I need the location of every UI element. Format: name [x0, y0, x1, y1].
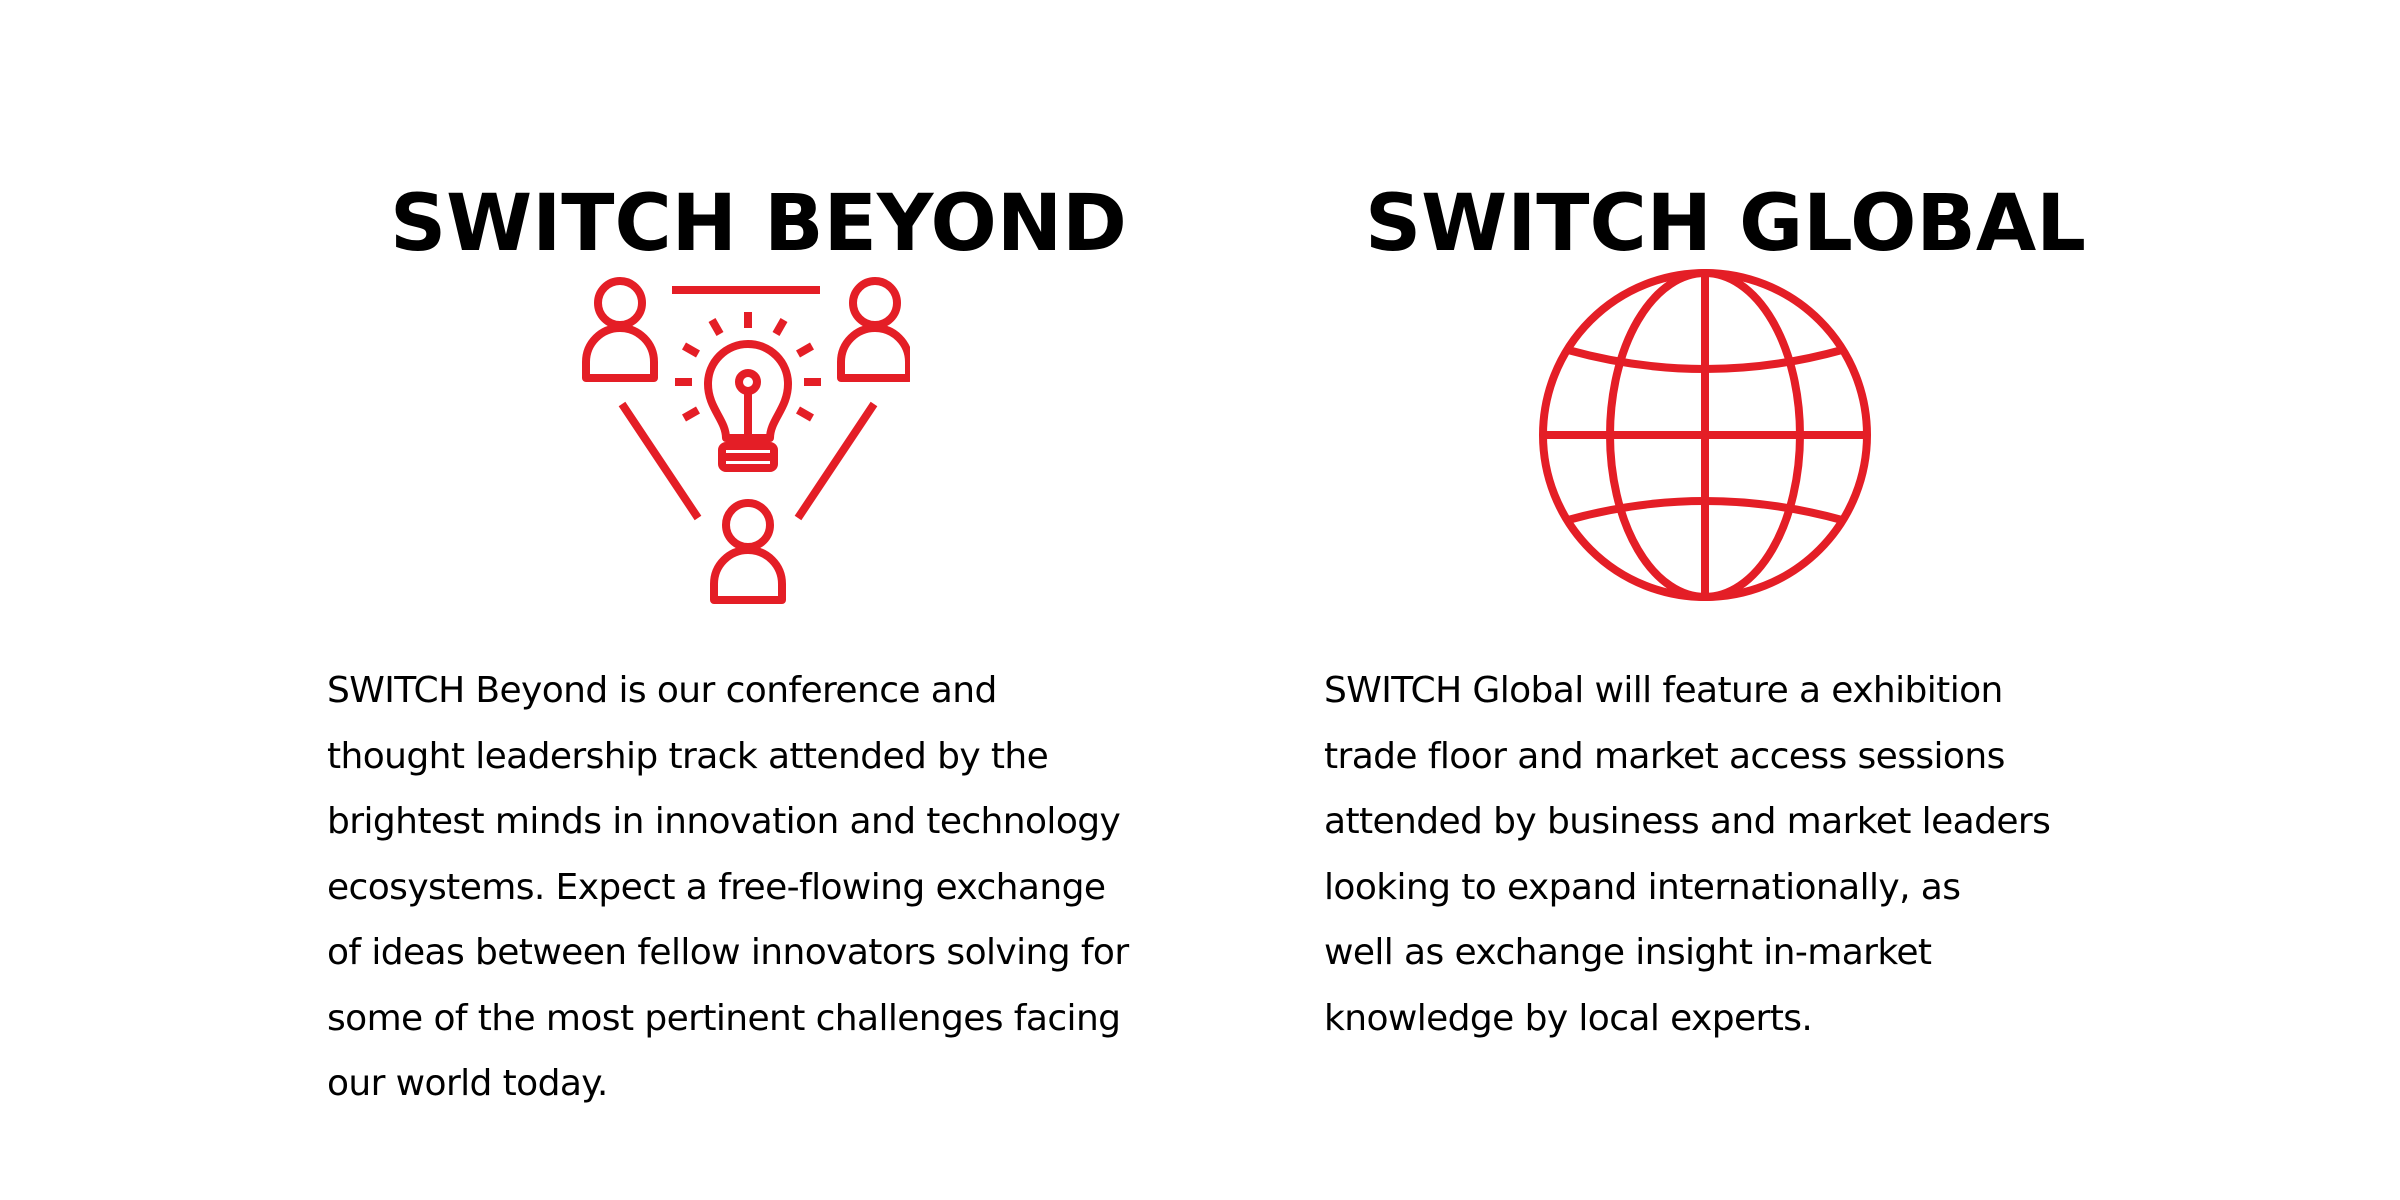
switch-global-description: SWITCH Global will feature a exhibition …	[1324, 670, 2051, 1039]
switch-beyond-section: SWITCH BEYOND SWITCH Beyond is our co	[327, 122, 1129, 1104]
people-idea-lightbulb-icon	[582, 277, 910, 604]
switch-beyond-title-wrap: SWITCH BEYOND	[390, 122, 1127, 327]
switch-global-section: SWITCH GLOBAL SWITCH Global will feature…	[1200, 0, 2400, 1200]
switch-global-title-wrap: SWITCH GLOBAL	[1365, 122, 2086, 327]
switch-beyond-description: SWITCH Beyond is our conference and thou…	[327, 670, 1129, 1104]
switch-beyond-title: SWITCH BEYOND	[390, 179, 1127, 270]
globe-icon	[1539, 269, 1871, 601]
switch-global-title: SWITCH GLOBAL	[1365, 179, 2086, 270]
